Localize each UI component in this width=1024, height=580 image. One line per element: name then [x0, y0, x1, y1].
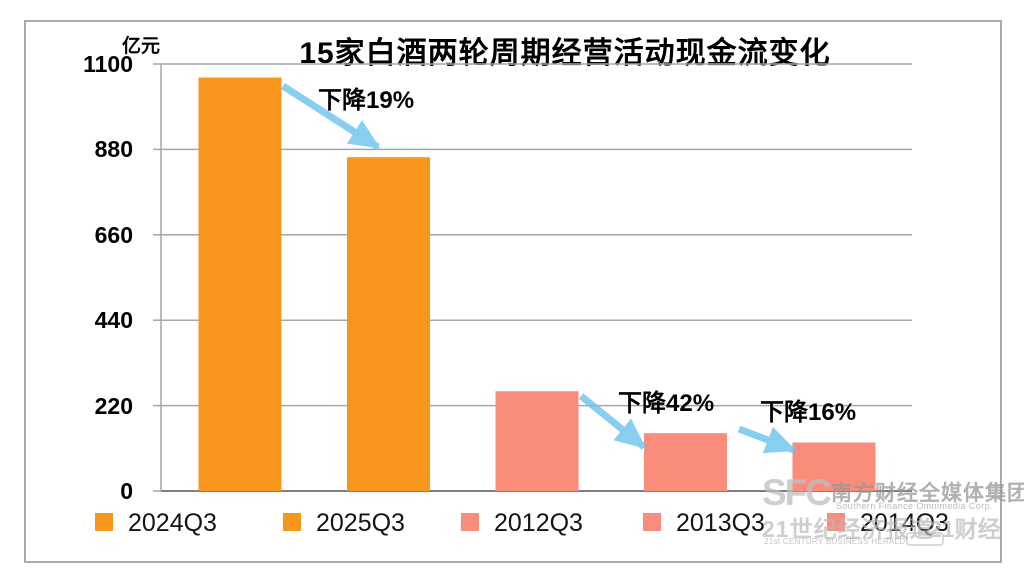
y-tick-label: 880 — [94, 136, 133, 163]
bar-2024Q3 — [198, 77, 282, 491]
y-tick-label: 440 — [94, 307, 133, 334]
legend-swatch-2025Q3 — [283, 513, 301, 531]
bars-layer — [198, 77, 876, 491]
legend-swatch-2012Q3 — [461, 513, 479, 531]
decline-arrow — [281, 83, 381, 150]
annotation-label: 下降19% — [318, 87, 415, 114]
bar-2012Q3 — [495, 391, 579, 491]
legend-label-2025Q3: 2025Q3 — [316, 509, 405, 537]
annotation-label: 下降16% — [760, 399, 857, 426]
legend-swatch-2024Q3 — [95, 513, 113, 531]
annotation-label: 下降42% — [618, 390, 715, 417]
decline-arrow — [578, 393, 647, 450]
legend-swatch-2013Q3 — [643, 513, 661, 531]
arrows-layer — [281, 83, 797, 454]
legend-label-2014Q3: 2014Q3 — [860, 509, 949, 537]
y-axis-unit-label: 亿元 — [122, 36, 161, 57]
legend-label-2012Q3: 2012Q3 — [494, 509, 583, 537]
bar-2013Q3 — [644, 433, 727, 491]
y-tick-label: 0 — [120, 478, 133, 504]
bar-2025Q3 — [347, 157, 430, 491]
legend-label-2013Q3: 2013Q3 — [676, 509, 765, 537]
y-tick-label: 220 — [94, 392, 133, 419]
y-tick-label: 1100 — [83, 51, 133, 77]
gridlines-layer — [153, 63, 912, 492]
decline-arrow — [737, 425, 797, 454]
legend-label-2024Q3: 2024Q3 — [128, 509, 217, 537]
bar-2014Q3 — [792, 442, 876, 491]
y-tick-label: 660 — [94, 221, 133, 248]
legend-swatch-2014Q3 — [827, 513, 845, 531]
